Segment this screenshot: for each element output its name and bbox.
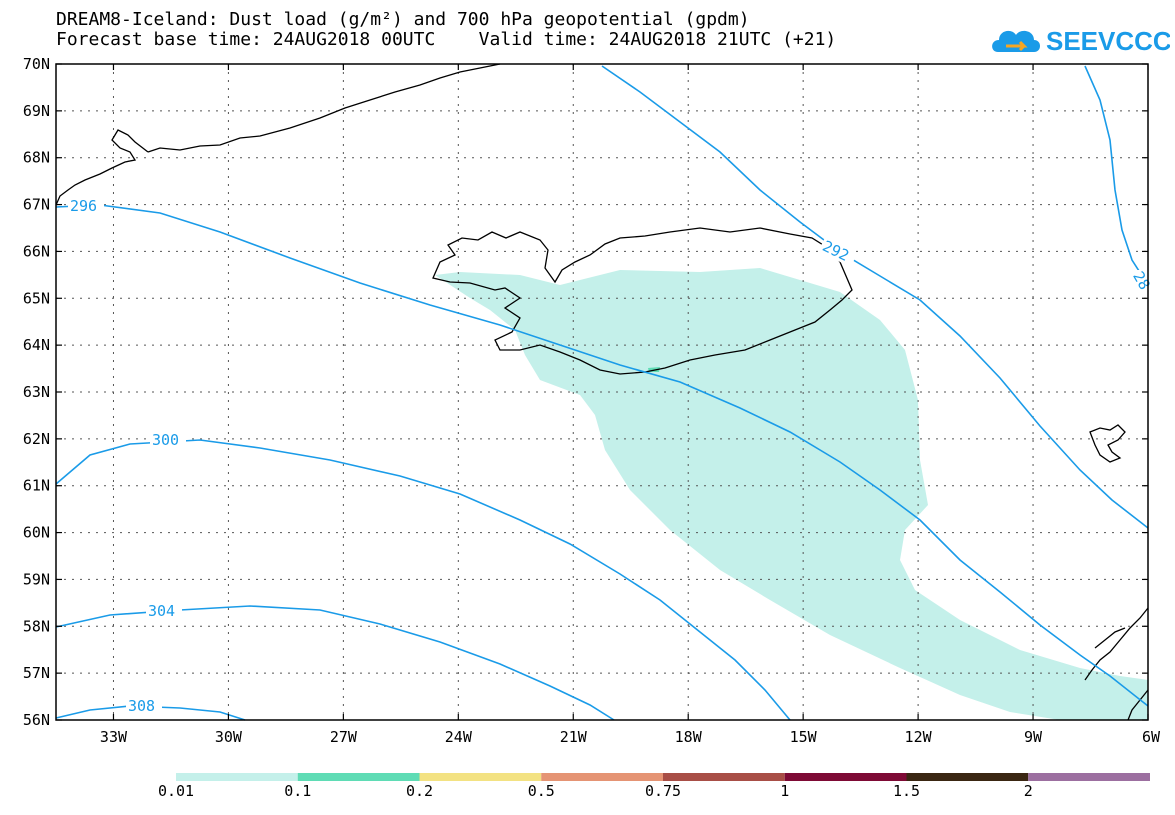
latitude-label: 58N [23,617,50,635]
colorbar-segment [541,773,663,781]
longitude-label: 18W [675,728,703,746]
colorbar-segment [906,773,1029,781]
dust-field [435,268,1148,720]
latitude-label: 66N [23,242,50,260]
latitude-label: 61N [23,477,50,495]
colorbar-label: 0.5 [527,782,555,800]
longitude-label: 24W [445,728,473,746]
colorbar-label: 0.01 [157,782,195,800]
colorbar-segment [176,773,298,781]
seevccc-logo: SEEVCCC [990,18,1172,58]
latitude-label: 67N [23,196,50,214]
colorbar-segment [1028,773,1150,781]
colorbar-label: 1 [780,782,790,800]
greenland-coastline [55,63,501,206]
latitude-label: 59N [23,570,50,588]
colorbar-segment [784,773,907,781]
longitude-label: 21W [560,728,588,746]
longitude-label: 30W [215,728,243,746]
axis-ticks [56,63,1149,721]
latitude-label: 64N [23,336,50,354]
latitude-label: 56N [23,711,50,729]
colorbar-label: 0.2 [405,782,434,800]
contour-label-304: 304 [148,602,175,620]
contour-28x [1084,65,1149,286]
colorbar-segment [297,773,420,781]
colorbar-label: 0.1 [284,782,312,800]
map-title: DREAM8-Iceland: Dust load (g/m²) and 700… [56,9,750,30]
longitude-label: 9W [1024,728,1043,746]
cloud-icon [992,30,1040,52]
contour-292 [601,65,1149,529]
colorbar [176,773,1150,781]
latitude-label: 62N [23,430,50,448]
iceland-coastline [432,227,853,375]
latitude-label: 69N [23,102,50,120]
contour-label-296: 296 [70,197,97,215]
colorbar-segment [663,773,785,781]
longitude-labels: 33W 30W 27W 24W 21W 18W 15W 12W 9W 6W [100,728,1161,746]
colorbar-label: 2 [1023,782,1033,800]
latitude-label: 70N [23,55,50,73]
colorbar-label: 0.75 [644,782,682,800]
latitude-labels: 70N 69N 68N 67N 66N 65N 64N 63N 62N 61N 60N 59N 58N 5… [23,55,50,729]
coastlines [55,63,1149,721]
longitude-label: 15W [790,728,818,746]
latitude-label: 60N [23,524,50,542]
colorbar-label: 1.5 [892,782,921,800]
longitude-label: 33W [100,728,128,746]
graticule [56,64,1148,720]
colorbar-segment [419,773,542,781]
longitude-label: 12W [905,728,933,746]
longitude-label: 6W [1142,728,1161,746]
map-subtitle: Forecast base time: 24AUG2018 00UTC Vali… [56,29,837,50]
contour-label-308: 308 [128,697,155,715]
latitude-label: 65N [23,289,50,307]
longitude-label: 27W [330,728,358,746]
logo-text: SEEVCCC [1046,26,1170,56]
latitude-label: 63N [23,383,50,401]
latitude-label: 57N [23,664,50,682]
faroe-islands-coastline [1089,424,1126,463]
scotland-coastline [1084,607,1149,721]
latitude-label: 68N [23,149,50,167]
contour-label-300: 300 [152,431,179,449]
contour-296 [55,204,1149,707]
